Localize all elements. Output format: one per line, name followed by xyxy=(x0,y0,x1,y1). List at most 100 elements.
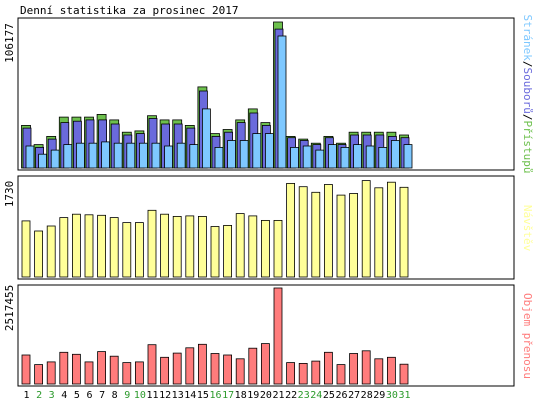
bar-pages xyxy=(340,146,350,169)
x-tick-label: 29 xyxy=(373,390,385,401)
bar-visits xyxy=(21,220,31,278)
bar-pages xyxy=(315,149,325,169)
x-tick-label: 6 xyxy=(86,390,92,401)
x-tick-label: 4 xyxy=(61,390,67,401)
bar-kbytes xyxy=(386,356,396,385)
bottom-bars xyxy=(21,287,409,385)
x-tick-label: 21 xyxy=(272,390,284,401)
bar-pages xyxy=(403,144,413,169)
bar-kbytes xyxy=(260,343,270,385)
x-tick-label: 20 xyxy=(260,390,272,401)
x-tick-label: 13 xyxy=(172,390,184,401)
bottom-legend-kbytes: Objem přenosu xyxy=(521,293,533,379)
bar-visits xyxy=(298,186,308,278)
x-tick-label: 16 xyxy=(209,390,221,401)
bar-pages xyxy=(63,144,73,169)
bar-visits xyxy=(336,194,346,278)
bar-pages xyxy=(264,133,274,169)
bar-pages xyxy=(227,140,237,169)
middle-bars xyxy=(21,180,409,278)
bar-visits xyxy=(235,213,245,278)
bar-pages xyxy=(101,141,110,169)
bar-visits xyxy=(84,214,94,278)
bar-kbytes xyxy=(286,362,296,385)
legend-pages: Stránek xyxy=(521,15,533,62)
bar-kbytes xyxy=(109,355,119,385)
bar-visits xyxy=(46,225,56,278)
bar-pages xyxy=(176,142,186,169)
legend-files: Souborů xyxy=(521,68,533,114)
bar-visits xyxy=(147,209,157,278)
bar-kbytes xyxy=(210,353,220,385)
bar-visits xyxy=(386,181,396,278)
bar-kbytes xyxy=(349,353,359,385)
middle-legend-visits: Návštěv xyxy=(521,205,533,252)
x-tick-label: 25 xyxy=(323,390,335,401)
bar-visits xyxy=(172,215,182,278)
top-bars xyxy=(21,21,413,169)
bar-kbytes xyxy=(336,364,346,385)
middle-ymax-label: 1730 xyxy=(3,181,16,208)
bar-visits xyxy=(248,215,258,278)
bar-kbytes xyxy=(72,353,81,385)
bar-visits xyxy=(59,217,69,278)
x-tick-label: 17 xyxy=(222,390,234,401)
bar-kbytes xyxy=(97,351,106,385)
bar-visits xyxy=(197,215,207,278)
x-tick-label: 28 xyxy=(361,390,373,401)
x-tick-label: 19 xyxy=(247,390,259,401)
legend-separator: / xyxy=(521,61,533,68)
bar-kbytes xyxy=(298,362,308,385)
bar-kbytes xyxy=(21,354,31,385)
bar-visits xyxy=(273,219,283,278)
bar-kbytes xyxy=(84,361,94,385)
bar-visits xyxy=(349,193,359,278)
x-tick-label: 31 xyxy=(398,390,410,401)
x-tick-label: 2 xyxy=(36,390,42,401)
bar-kbytes xyxy=(185,347,195,385)
bar-kbytes xyxy=(235,358,245,385)
bar-visits xyxy=(134,222,144,278)
bar-visits xyxy=(399,186,409,278)
bar-kbytes xyxy=(399,363,409,385)
bar-kbytes xyxy=(46,361,56,385)
bar-kbytes xyxy=(323,351,333,385)
x-tick-label: 12 xyxy=(159,390,171,401)
bar-kbytes xyxy=(248,347,258,385)
bar-kbytes xyxy=(160,356,170,385)
bar-kbytes xyxy=(197,343,207,385)
bar-kbytes xyxy=(361,350,371,385)
bar-visits xyxy=(311,191,321,278)
bar-kbytes xyxy=(134,361,144,385)
bar-pages xyxy=(201,108,211,169)
bar-visits xyxy=(260,219,270,278)
bar-visits xyxy=(72,213,81,278)
x-tick-label: 8 xyxy=(112,390,118,401)
bar-kbytes xyxy=(122,362,132,385)
bar-pages xyxy=(126,142,136,169)
bar-kbytes xyxy=(172,352,182,385)
bar-visits xyxy=(223,224,233,278)
bar-visits xyxy=(160,213,170,278)
x-tick-label: 18 xyxy=(235,390,247,401)
top-ymax-label: 106177 xyxy=(3,23,16,63)
x-tick-label: 23 xyxy=(298,390,310,401)
bar-pages xyxy=(302,145,312,169)
bar-kbytes xyxy=(273,287,283,385)
bar-kbytes xyxy=(59,351,69,385)
bar-kbytes xyxy=(223,354,233,385)
bar-pages xyxy=(38,153,47,169)
bar-kbytes xyxy=(374,358,384,385)
bar-kbytes xyxy=(147,344,157,385)
bar-kbytes xyxy=(34,364,43,385)
bar-visits xyxy=(97,214,106,278)
bar-visits xyxy=(109,217,119,278)
bar-visits xyxy=(286,182,296,278)
bar-visits xyxy=(34,230,43,278)
x-tick-label: 1 xyxy=(23,390,29,401)
bottom-ymax-label: 2517455 xyxy=(3,285,16,331)
x-tick-label: 24 xyxy=(310,390,322,401)
bar-pages xyxy=(327,144,337,169)
